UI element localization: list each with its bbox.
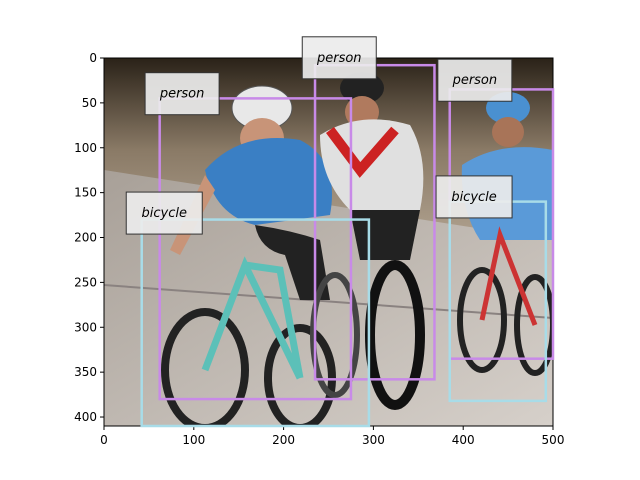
person-label-bg [144,72,220,116]
detection-labels: person person person bicycle bicycle [125,36,513,235]
y-tick-label: 250 [74,275,97,289]
bicycle-label: bicycle [451,190,496,205]
person-label: person [316,51,362,66]
y-tick-label: 400 [74,410,97,424]
bicycle-label: bicycle [142,206,187,221]
y-tick-label: 350 [74,365,97,379]
x-tick-label: 400 [452,433,475,447]
y-tick-label: 50 [82,96,97,110]
cyclists-photo [104,58,553,426]
person-label: person [159,87,205,102]
x-tick-label: 300 [362,433,385,447]
x-tick-label: 200 [272,433,295,447]
y-tick-label: 100 [74,141,97,155]
x-axis: 0 100 200 300 400 500 [100,426,564,447]
bicycle-label-bg [435,175,513,219]
x-tick-label: 500 [542,433,565,447]
y-tick-label: 200 [74,231,97,245]
x-tick-label: 100 [182,433,205,447]
y-tick-label: 300 [74,320,97,334]
bicycle-box [140,218,371,428]
bicycle-label-bg [125,191,203,235]
x-tick-label: 0 [100,433,108,447]
y-tick-label: 0 [89,51,97,65]
y-axis: 0 50 100 150 200 250 300 350 400 [74,51,104,424]
person-label-bg [301,36,377,80]
person-label-bg [437,58,513,102]
person-box [158,97,353,401]
person-label: person [452,73,498,88]
y-tick-label: 150 [74,186,97,200]
